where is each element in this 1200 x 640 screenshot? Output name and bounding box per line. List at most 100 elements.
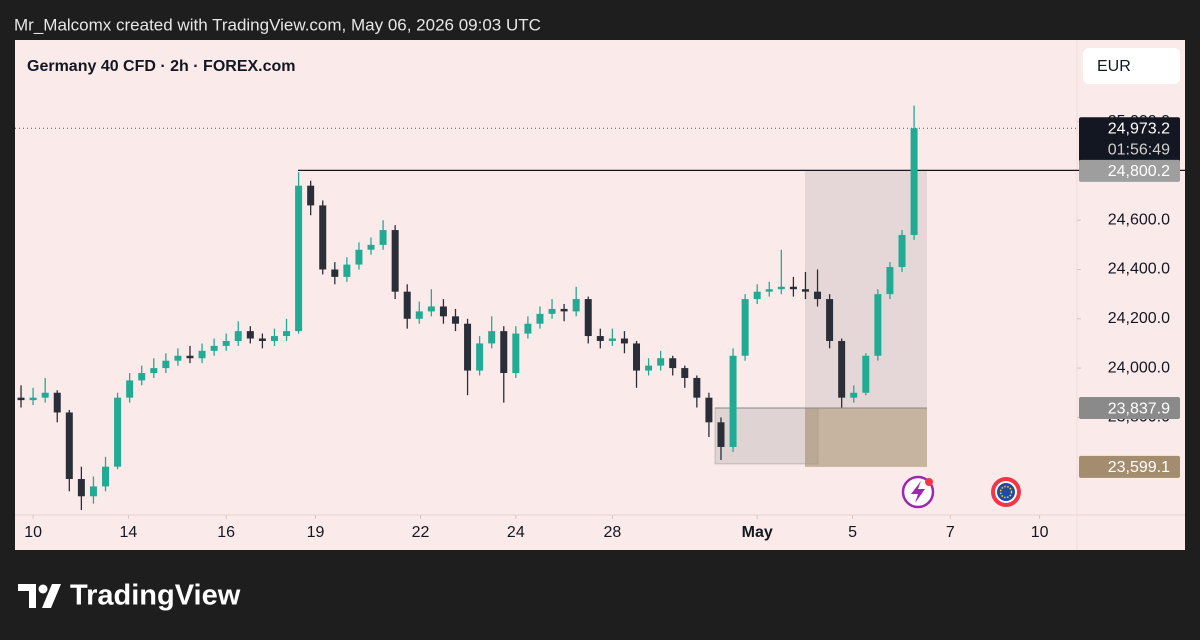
candle-body bbox=[548, 308, 556, 314]
candle-body bbox=[53, 392, 61, 413]
candle-body bbox=[319, 205, 327, 270]
candle-body bbox=[451, 316, 459, 324]
candle-body bbox=[102, 466, 110, 487]
candle-body bbox=[633, 343, 641, 371]
candle-body bbox=[741, 299, 749, 356]
x-tick-label: 5 bbox=[848, 524, 857, 541]
candle-body bbox=[657, 358, 665, 366]
y-tick-label: 24,200.0 bbox=[1108, 310, 1170, 327]
x-tick-label: 7 bbox=[946, 524, 955, 541]
x-tick-label: May bbox=[742, 524, 773, 541]
symbol-title: Germany 40 CFD · 2h · FOREX.com bbox=[27, 58, 296, 75]
candle-body bbox=[150, 368, 158, 374]
y-tick-label: 24,600.0 bbox=[1108, 211, 1170, 228]
price-label: 23,837.9 bbox=[1108, 400, 1170, 417]
price-label-box bbox=[1079, 159, 1180, 182]
x-tick-label: 10 bbox=[1031, 524, 1049, 541]
candle-body bbox=[162, 360, 170, 369]
y-tick-label: 24,400.0 bbox=[1108, 261, 1170, 278]
candle-body bbox=[283, 331, 291, 337]
candle-body bbox=[608, 338, 616, 341]
candle-body bbox=[645, 365, 653, 371]
candle-body bbox=[210, 345, 218, 351]
candle-body bbox=[572, 299, 580, 312]
candle-body bbox=[536, 313, 544, 324]
candle-body bbox=[367, 244, 375, 250]
candle-body bbox=[464, 323, 472, 371]
candle-body bbox=[729, 355, 737, 447]
price-label-box bbox=[1079, 455, 1180, 478]
candle-body bbox=[17, 397, 25, 401]
axis-layer: 23,800.024,000.024,200.024,400.024,600.0… bbox=[24, 113, 1180, 541]
candle-body bbox=[246, 331, 254, 339]
candle-body bbox=[270, 336, 278, 341]
candle-body bbox=[186, 355, 194, 359]
price-label-box bbox=[1079, 117, 1180, 162]
x-tick-label: 19 bbox=[307, 524, 325, 541]
x-tick-label: 14 bbox=[120, 524, 138, 541]
candle-body bbox=[198, 350, 206, 359]
candle-body bbox=[476, 343, 484, 371]
x-tick-label: 28 bbox=[603, 524, 621, 541]
candle-body bbox=[560, 308, 568, 312]
candle-body bbox=[89, 486, 97, 497]
price-label: 24,800.2 bbox=[1108, 163, 1170, 180]
x-tick-label: 10 bbox=[24, 524, 42, 541]
currency-button[interactable] bbox=[1083, 48, 1180, 84]
x-tick-label: 22 bbox=[412, 524, 430, 541]
candle-body bbox=[850, 392, 858, 398]
brand-logo bbox=[18, 584, 61, 608]
candle-body bbox=[886, 267, 894, 295]
candle-body bbox=[29, 397, 37, 401]
candle-body bbox=[801, 289, 809, 292]
candle-body bbox=[403, 291, 411, 319]
candle-body bbox=[126, 380, 134, 398]
candle-body bbox=[427, 306, 435, 312]
eu-event-icon[interactable] bbox=[991, 477, 1021, 507]
candle-body bbox=[379, 230, 387, 245]
candle-body bbox=[331, 269, 339, 277]
attribution: Mr_Malcomx created with TradingView.com,… bbox=[14, 15, 541, 34]
candle-body bbox=[765, 289, 773, 292]
candle-body bbox=[838, 340, 846, 398]
candle-body bbox=[620, 338, 628, 344]
candle-body bbox=[174, 355, 182, 361]
x-tick-label: 24 bbox=[507, 524, 525, 541]
candle-body bbox=[814, 291, 822, 300]
candle-body bbox=[500, 331, 508, 374]
countdown: 01:56:49 bbox=[1108, 141, 1170, 158]
candle-body bbox=[258, 338, 266, 341]
candle-body bbox=[415, 311, 423, 319]
candle-body bbox=[234, 331, 242, 341]
candle-body bbox=[717, 422, 725, 447]
candle-body bbox=[524, 323, 532, 334]
candle-body bbox=[596, 336, 604, 341]
x-tick-label: 16 bbox=[217, 524, 235, 541]
candle-body bbox=[910, 128, 918, 235]
candle-body bbox=[681, 368, 689, 378]
price-label-box bbox=[1079, 397, 1180, 420]
y-tick-label: 24,000.0 bbox=[1108, 359, 1170, 376]
candle-body bbox=[439, 306, 447, 317]
brand-name: TradingView bbox=[70, 580, 241, 612]
candle-body bbox=[222, 340, 230, 346]
candle-body bbox=[114, 397, 122, 467]
price-label: 23,599.1 bbox=[1108, 459, 1170, 476]
candles-layer bbox=[17, 105, 918, 511]
candle-body bbox=[669, 358, 677, 369]
candle-body bbox=[898, 234, 906, 268]
event-icon[interactable] bbox=[901, 475, 935, 509]
currency-label[interactable]: EUR bbox=[1097, 58, 1131, 75]
candle-body bbox=[488, 331, 496, 344]
price-label: 24,973.2 bbox=[1108, 120, 1170, 137]
candle-body bbox=[295, 185, 303, 332]
candle-body bbox=[65, 412, 73, 480]
candle-body bbox=[512, 333, 520, 374]
candle-body bbox=[41, 392, 49, 398]
candle-body bbox=[307, 185, 315, 206]
candle-body bbox=[391, 230, 399, 292]
candle-body bbox=[693, 377, 701, 398]
candle-body bbox=[753, 291, 761, 300]
